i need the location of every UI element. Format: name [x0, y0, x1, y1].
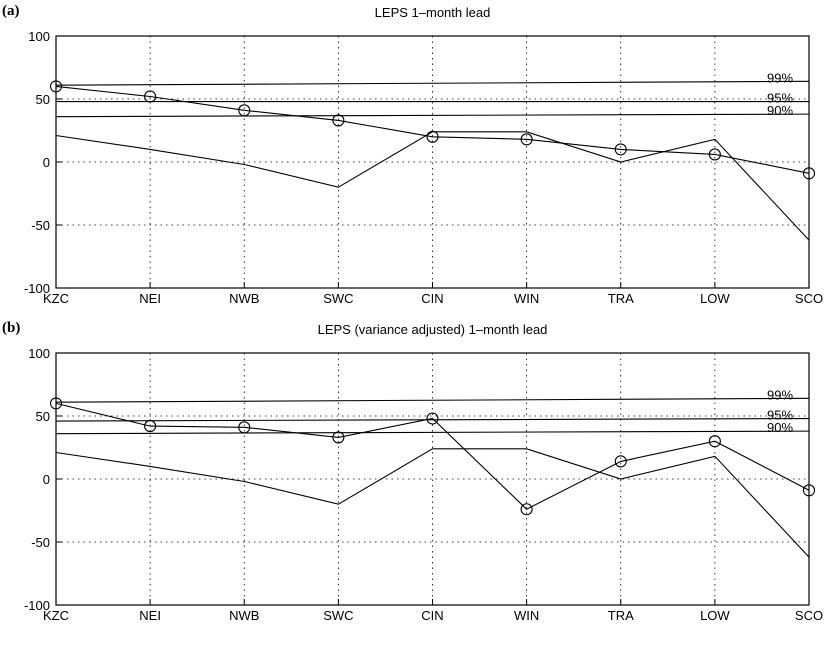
- x-tick-label: SCO: [795, 291, 823, 306]
- y-tick-label: 0: [43, 472, 50, 487]
- x-tick-label: LOW: [700, 608, 730, 623]
- panel-label: (a): [2, 3, 20, 19]
- significance-label: 90%: [767, 420, 793, 435]
- data-point-circle: [614, 143, 627, 156]
- significance-label: 90%: [767, 103, 793, 118]
- data-point-circle: [49, 397, 63, 410]
- y-tick-label: 100: [28, 346, 50, 361]
- x-tick-label: WIN: [514, 291, 539, 306]
- chart-title: LEPS 1–month lead: [375, 5, 491, 20]
- y-tick-label: 50: [36, 409, 50, 424]
- data-point-circle: [144, 90, 157, 103]
- data-point-circle: [49, 80, 63, 93]
- chart-panel-b: (b) LEPS (variance adjusted) 1–month lead…: [2, 320, 823, 623]
- x-tick-label: KZC: [43, 291, 69, 306]
- y-tick-label: 100: [28, 29, 50, 44]
- data-point-circle: [238, 421, 251, 434]
- data-point-circle: [144, 420, 157, 433]
- x-tick-label: NWB: [229, 608, 259, 623]
- data-point-circle: [332, 114, 345, 127]
- data-point-circle: [708, 148, 721, 161]
- data-point-circle: [520, 133, 533, 146]
- series-line: [55, 131, 810, 241]
- significance-line: [55, 80, 810, 86]
- data-point-circle: [802, 167, 816, 180]
- data-point-circle: [238, 104, 251, 117]
- chart-title: LEPS (variance adjusted) 1–month lead: [318, 322, 548, 337]
- data-point-circle: [708, 435, 721, 448]
- y-tick-label: -50: [31, 535, 50, 550]
- x-tick-label: NEI: [139, 608, 161, 623]
- x-tick-label: TRA: [608, 608, 634, 623]
- x-tick-label: WIN: [514, 608, 539, 623]
- x-tick-label: TRA: [608, 291, 634, 306]
- significance-label: 99%: [767, 387, 793, 402]
- significance-label: 99%: [767, 70, 793, 85]
- x-tick-label: SWC: [323, 291, 353, 306]
- significance-label: 95%: [767, 408, 793, 423]
- x-tick-label: NWB: [229, 291, 259, 306]
- x-tick-label: KZC: [43, 608, 69, 623]
- x-tick-label: LOW: [700, 291, 730, 306]
- data-point-circle: [520, 503, 533, 516]
- data-point-circle: [426, 412, 439, 425]
- significance-line: [55, 417, 810, 422]
- x-tick-label: NEI: [139, 291, 161, 306]
- plot-frame: [55, 35, 810, 289]
- significance-label: 95%: [767, 91, 793, 106]
- significance-line: [55, 397, 810, 403]
- x-tick-label: CIN: [421, 608, 443, 623]
- y-tick-label: -100: [24, 598, 50, 613]
- y-tick-label: 0: [43, 155, 50, 170]
- x-tick-label: CIN: [421, 291, 443, 306]
- x-tick-label: SWC: [323, 608, 353, 623]
- y-tick-label: 50: [36, 92, 50, 107]
- data-point-circle: [802, 484, 816, 497]
- plot-frame: [55, 352, 810, 606]
- y-tick-label: -100: [24, 281, 50, 296]
- series-line: [55, 85, 810, 174]
- series-line: [55, 448, 810, 558]
- panel-label: (b): [2, 320, 20, 336]
- y-tick-label: -50: [31, 218, 50, 233]
- x-tick-label: SCO: [795, 608, 823, 623]
- series-line: [55, 402, 810, 510]
- significance-line: [55, 113, 810, 118]
- data-point-circle: [332, 431, 345, 444]
- data-point-circle: [614, 455, 627, 468]
- significance-line: [55, 430, 810, 435]
